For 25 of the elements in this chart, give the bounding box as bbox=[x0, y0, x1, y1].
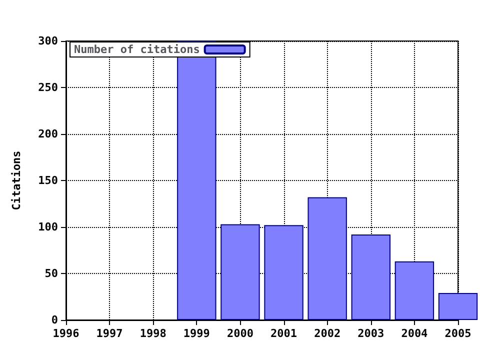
bar bbox=[264, 225, 304, 320]
y-tick-label: 150 bbox=[38, 174, 58, 187]
bar bbox=[308, 197, 347, 320]
x-tick-label: 1999 bbox=[183, 327, 210, 340]
y-tick-label: 100 bbox=[38, 220, 58, 234]
y-tick-label: 200 bbox=[38, 128, 58, 140]
x-tick-label: 2001 bbox=[270, 327, 298, 340]
x-tick-label: 1997 bbox=[96, 327, 123, 340]
legend-label: Number of citations bbox=[74, 43, 200, 56]
bar bbox=[438, 293, 478, 320]
x-tick-label: 2004 bbox=[401, 327, 428, 340]
y-tick-label: 0 bbox=[51, 314, 58, 326]
x-tick-label: 2002 bbox=[314, 327, 341, 340]
x-tick-label: 2003 bbox=[358, 327, 384, 340]
bar bbox=[351, 234, 390, 320]
y-axis-title: Citations bbox=[10, 150, 23, 210]
y-tick-label: 250 bbox=[38, 81, 58, 94]
bar bbox=[394, 261, 434, 320]
y-tick-label: 300 bbox=[38, 34, 58, 48]
x-tick-label: 1998 bbox=[140, 327, 166, 340]
bar bbox=[220, 224, 260, 320]
y-tick-label: 50 bbox=[44, 267, 58, 280]
x-tick-label: 1996 bbox=[52, 327, 80, 340]
x-tick-label: 2000 bbox=[226, 327, 254, 340]
x-tick-label: 2005 bbox=[444, 327, 472, 340]
